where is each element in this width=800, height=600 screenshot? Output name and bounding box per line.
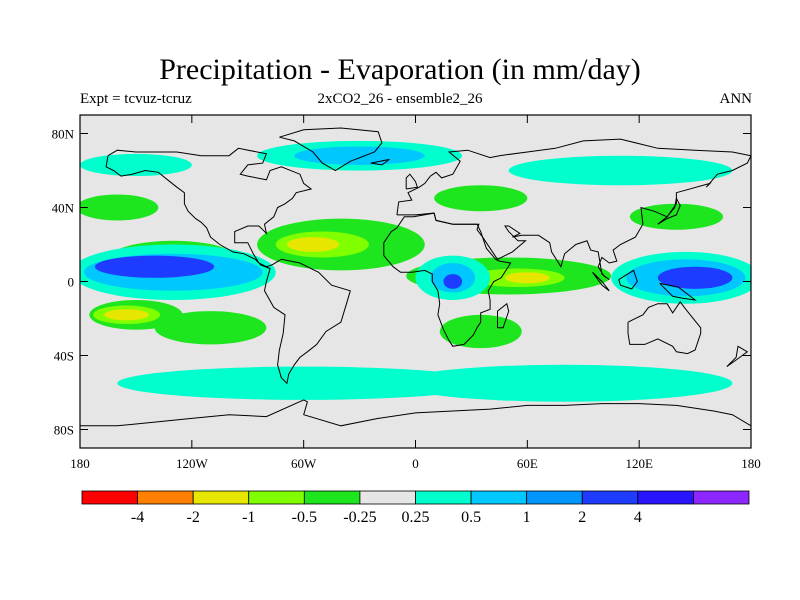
coastline: [726, 345, 749, 368]
coastline: [627, 301, 702, 355]
colorbar-label: -2: [187, 509, 200, 526]
field-region-cyan: [80, 153, 192, 177]
field-region-cyan: [396, 364, 733, 402]
lon-tick-label: 120W: [176, 456, 209, 471]
field-contours: [80, 140, 751, 402]
lon-tick-label: 60E: [517, 456, 538, 471]
field-region-cyan: [117, 366, 491, 400]
coastline: [383, 212, 512, 347]
colorbar-swatch: [137, 490, 194, 505]
colorbar-label: -1: [242, 509, 255, 526]
colorbar-label: -4: [131, 509, 144, 526]
coastline: [370, 158, 390, 166]
field-region-blue: [443, 274, 463, 289]
case-label: 2xCO2_26 - ensemble2_26: [317, 91, 483, 107]
coastline: [657, 196, 681, 225]
coastline: [618, 269, 638, 290]
colorbar-swatch: [248, 490, 305, 505]
colorbar-label: -0.5: [292, 509, 317, 526]
lon-tick-label: 180: [741, 456, 761, 471]
colorbar-label: 0.5: [461, 509, 481, 526]
coastline: [592, 271, 610, 292]
lon-tick-label: 60W: [291, 456, 317, 471]
colorbar-swatch: [359, 490, 416, 505]
colorbar-swatch: [303, 490, 361, 505]
coastline: [659, 282, 697, 301]
lat-tick-label: 40N: [52, 201, 75, 216]
lon-tick-label: 180: [70, 456, 90, 471]
field-region-blue: [657, 266, 733, 289]
experiment-label: Expt = tcvuz-tcruz: [80, 91, 192, 107]
colorbar-swatch: [693, 490, 750, 505]
colorbar-swatch: [581, 490, 639, 505]
lon-tick-label: 120E: [625, 456, 653, 471]
coastline: [80, 399, 751, 427]
lat-tick-label: 80S: [54, 423, 74, 438]
colorbar-label: 4: [634, 509, 642, 526]
coastline: [105, 147, 351, 385]
season-label: ANN: [719, 91, 753, 107]
coastline: [396, 138, 751, 281]
colorbar-label: 1: [523, 509, 531, 526]
field-region-green: [154, 311, 267, 345]
colorbar-swatch: [526, 490, 583, 505]
axis-ticks: 80N 40N 0 40S 80S 180 120W 60W 0 60E 120E 180: [52, 115, 761, 471]
field-region-green: [629, 203, 724, 230]
field-region-yellow: [504, 272, 550, 284]
coastline: [279, 127, 383, 172]
lat-tick-label: 80N: [52, 127, 75, 142]
field-region-light-blue: [294, 146, 425, 165]
field-region-yellow: [104, 309, 149, 321]
field-region-yellow: [286, 237, 340, 252]
field-region-green: [434, 185, 528, 212]
field-region-green: [439, 314, 522, 349]
coastlines: [80, 127, 751, 427]
colorbar: -4 -2 -1 -0.5 -0.25 0.25 0.5 1 2 4: [81, 490, 750, 526]
coastline: [497, 302, 510, 329]
lat-tick-label: 0: [68, 275, 75, 290]
colorbar-swatch: [470, 490, 528, 505]
coastline: [405, 173, 419, 190]
colorbar-label: -0.25: [343, 509, 376, 526]
colorbar-swatch: [415, 490, 472, 505]
field-region-green: [80, 194, 159, 221]
colorbar-label: 2: [578, 509, 586, 526]
plot-title: Precipitation - Evaporation (in mm/day): [159, 53, 641, 86]
field-region-cyan: [508, 155, 733, 186]
colorbar-label: 0.25: [402, 509, 430, 526]
colorbar-swatch: [192, 490, 250, 505]
colorbar-swatch: [637, 490, 694, 505]
lat-tick-label: 40S: [54, 349, 74, 364]
colorbar-swatch: [81, 490, 138, 505]
lon-tick-label: 0: [412, 456, 419, 471]
field-region-blue: [94, 255, 215, 278]
